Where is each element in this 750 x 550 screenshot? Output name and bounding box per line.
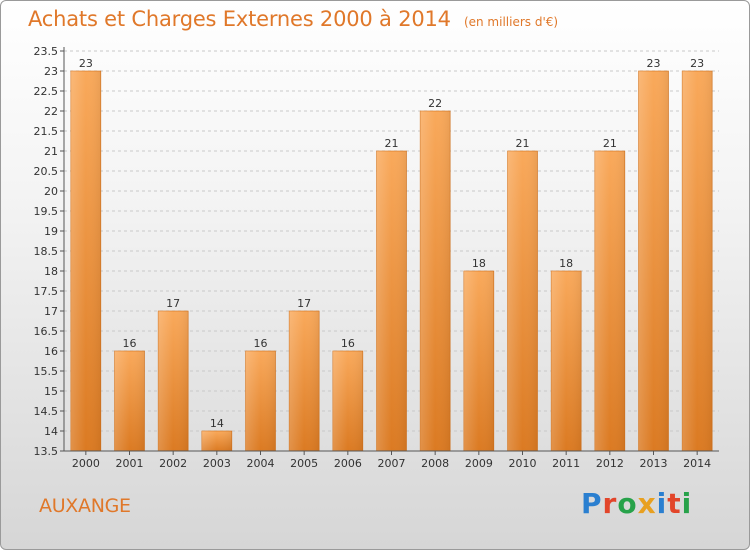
y-tick-label: 19 [44, 225, 58, 238]
x-tick-label: 2009 [465, 457, 493, 470]
y-tick-label: 23 [44, 65, 58, 78]
logo-letter: t [667, 487, 682, 520]
y-tick-label: 14.5 [34, 405, 59, 418]
bar-value-label: 18 [559, 257, 573, 270]
bar-shine-2010 [507, 151, 538, 451]
bar-value-label: 16 [123, 337, 137, 350]
bar-value-label: 21 [516, 137, 530, 150]
x-tick-label: 2014 [683, 457, 711, 470]
y-tick-label: 18 [44, 265, 58, 278]
y-tick-label: 20 [44, 185, 58, 198]
x-tick-label: 2011 [552, 457, 580, 470]
bar-shine-2005 [289, 311, 320, 451]
bar-value-label: 21 [603, 137, 617, 150]
y-tick-label: 17.5 [34, 285, 59, 298]
proxiti-logo[interactable]: Proxiti [581, 487, 692, 520]
y-tick-label: 22.5 [34, 85, 59, 98]
bar-value-label: 16 [254, 337, 268, 350]
y-tick-label: 13.5 [34, 445, 59, 458]
x-tick-label: 2012 [596, 457, 624, 470]
logo-letter: P [581, 487, 603, 520]
bar-shine-2004 [245, 351, 276, 451]
bar-value-label: 16 [341, 337, 355, 350]
bar-shine-2014 [682, 71, 713, 451]
town-name: AUXANGE [39, 495, 131, 517]
bar-shine-2002 [158, 311, 189, 451]
bar-shine-2000 [70, 71, 101, 451]
bar-shine-2012 [594, 151, 625, 451]
bars: 23 16 17 14 16 17 16 21 22 18 21 18 21 23 23 [70, 57, 713, 452]
bar-shine-2013 [638, 71, 669, 451]
y-tick-label: 14 [44, 425, 58, 438]
y-tick-label: 20.5 [34, 165, 59, 178]
x-axis-ticks: 2000 2001 2002 2003 2004 2005 2006 2007 2008 2009… [72, 451, 711, 470]
bar-value-label: 23 [690, 57, 704, 70]
x-tick-label: 2006 [334, 457, 362, 470]
bar-shine-2009 [463, 271, 494, 451]
axes [63, 47, 719, 452]
bar-value-label: 23 [647, 57, 661, 70]
y-tick-label: 21 [44, 145, 58, 158]
chart-subtitle: (en milliers d'€) [463, 15, 559, 29]
bar-value-label: 23 [79, 57, 93, 70]
y-tick-label: 22 [44, 105, 58, 118]
bar-value-label: 17 [166, 297, 180, 310]
chart-title: Achats et Charges Externes 2000 à 2014 [28, 7, 451, 31]
y-tick-label: 15.5 [34, 365, 59, 378]
logo-letter: r [602, 487, 618, 520]
bar-shine-2008 [420, 111, 451, 451]
bar-shine-2003 [201, 431, 232, 451]
logo-letter: o [617, 487, 638, 520]
x-tick-label: 2000 [72, 457, 100, 470]
logo-letter: x [637, 487, 657, 520]
x-tick-label: 2003 [203, 457, 231, 470]
x-tick-label: 2005 [290, 457, 318, 470]
x-tick-label: 2010 [509, 457, 537, 470]
y-tick-label: 17 [44, 305, 58, 318]
y-axis-ticks: 13.5 14 14.5 15 15.5 16 16.5 17 17.5 18 18.5 19 19.5… [34, 45, 64, 458]
bar-shine-2007 [376, 151, 407, 451]
bar-value-label: 21 [385, 137, 399, 150]
y-tick-label: 18.5 [34, 245, 59, 258]
y-tick-label: 16 [44, 345, 58, 358]
logo-letter: i [681, 487, 693, 520]
y-tick-label: 19.5 [34, 205, 59, 218]
x-tick-label: 2001 [116, 457, 144, 470]
bar-shine-2006 [332, 351, 363, 451]
x-tick-label: 2007 [378, 457, 406, 470]
bar-value-label: 22 [428, 97, 442, 110]
x-tick-label: 2004 [247, 457, 275, 470]
x-tick-label: 2002 [159, 457, 187, 470]
y-tick-label: 23.5 [34, 45, 59, 58]
chart-header: Achats et Charges Externes 2000 à 2014 (… [28, 7, 558, 31]
y-tick-label: 15 [44, 385, 58, 398]
bar-value-label: 18 [472, 257, 486, 270]
bar-shine-2001 [114, 351, 145, 451]
bar-value-label: 14 [210, 417, 224, 430]
bar-shine-2011 [551, 271, 582, 451]
y-tick-label: 16.5 [34, 325, 59, 338]
logo-letter: i [656, 487, 668, 520]
bar-value-label: 17 [297, 297, 311, 310]
x-tick-label: 2008 [421, 457, 449, 470]
x-tick-label: 2013 [640, 457, 668, 470]
y-tick-label: 21.5 [34, 125, 59, 138]
